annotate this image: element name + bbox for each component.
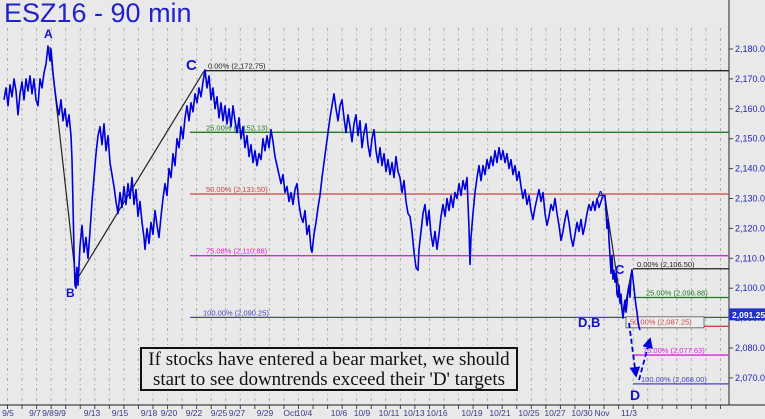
y-axis-label: 2,180.00 (735, 44, 765, 54)
wave-label-a[interactable]: A (44, 27, 53, 41)
x-axis-label: 9/20 (161, 408, 178, 418)
x-axis-label: 10/21 (489, 408, 511, 418)
chart-title: ESZ16 - 90 min (4, 0, 192, 28)
x-axis-label: 9/25 (211, 408, 228, 418)
x-axis-label: 10/27 (544, 408, 566, 418)
y-axis-label: 2,080.00 (735, 343, 765, 353)
fib-label-left[interactable]: 0.00% (2,172.75) (208, 62, 266, 71)
projection-arrow-down-to-D[interactable] (628, 322, 641, 378)
x-axis-label: 10/9 (354, 408, 371, 418)
wave-label-c[interactable]: C (615, 262, 625, 277)
annotation-note-box[interactable]: If stocks have entered a bear market, we… (140, 347, 518, 391)
last-price-badge (729, 308, 765, 321)
x-axis-label: 10/6 (331, 408, 348, 418)
wave-label-d[interactable]: D (630, 387, 640, 403)
fib-label-left[interactable]: 100.00% (2,090.25) (203, 308, 269, 317)
x-axis-label: 10/30 (571, 408, 593, 418)
x-axis-label: 9/22 (186, 408, 203, 418)
annotation-note-line2: start to see downtrends exceed their 'D'… (152, 369, 506, 390)
y-axis-label: 2,100.00 (735, 283, 765, 293)
last-price-text: 2,091.25 (732, 310, 765, 320)
y-axis-label: 2,120.00 (735, 223, 765, 233)
x-axis-label: 10/25 (518, 408, 540, 418)
y-axis-label: 2,170.00 (735, 74, 765, 84)
fib-label-left[interactable]: 75.08% (2,110.88) (206, 247, 268, 256)
wave-trendline-B-C[interactable] (75, 70, 205, 282)
y-axis-label: 2,110.00 (735, 253, 765, 263)
fib-label-right[interactable]: 25.00% (2,096.88) (646, 289, 708, 298)
fib-label-right[interactable]: 75.00% (2,077.63) (643, 346, 705, 355)
x-axis-label: 9/18 (141, 408, 158, 418)
y-axis-label: 2,070.00 (735, 373, 765, 383)
x-axis-label: 10/4 (296, 408, 313, 418)
wave-label-db[interactable]: D,B (578, 315, 600, 330)
y-axis-label: 2,150.00 (735, 134, 765, 144)
wave-label-c[interactable]: C (186, 57, 197, 74)
fib-label-right[interactable]: 0.00% (2,106.50) (637, 260, 695, 269)
fib-label-left[interactable]: 50.00% (2,131.50) (206, 185, 268, 194)
y-axis-label: 2,130.00 (735, 194, 765, 204)
wave-label-a[interactable]: A (597, 190, 604, 201)
x-axis-label: Nov (594, 408, 610, 418)
x-axis-label: 9/27 (229, 408, 246, 418)
x-axis-label: 9/15 (112, 408, 129, 418)
wave-label-b[interactable]: B (66, 286, 75, 300)
fib-label-box (625, 316, 705, 329)
x-axis-label: 9/13 (84, 408, 101, 418)
x-axis-label: 10/16 (426, 408, 448, 418)
x-axis-label: 9/7 (29, 408, 41, 418)
x-axis-label: Oct (283, 408, 297, 418)
projection-arrow-bounce-up[interactable] (638, 337, 653, 381)
fib-label-right[interactable]: 100.00% (2,068.00) (641, 375, 707, 384)
fib-label-right[interactable]: 50.00% (2,087.25) (630, 317, 692, 326)
x-axis-label: 10/13 (403, 408, 425, 418)
price-series (3, 45, 641, 331)
annotation-note-line1: If stocks have entered a bear market, we… (148, 349, 510, 370)
x-axis-label: 9/29 (257, 408, 274, 418)
x-axis-label: 10/19 (461, 408, 483, 418)
x-axis-label: 9/5 (2, 408, 14, 418)
y-axis-label: 2,140.00 (735, 164, 765, 174)
y-axis-label: 2,160.00 (735, 104, 765, 114)
x-axis-label: 9/8 (42, 408, 54, 418)
x-axis-label: 9/9 (54, 408, 66, 418)
x-axis-label: 10/11 (379, 408, 400, 418)
x-axis-label: 11/3 (621, 408, 637, 418)
